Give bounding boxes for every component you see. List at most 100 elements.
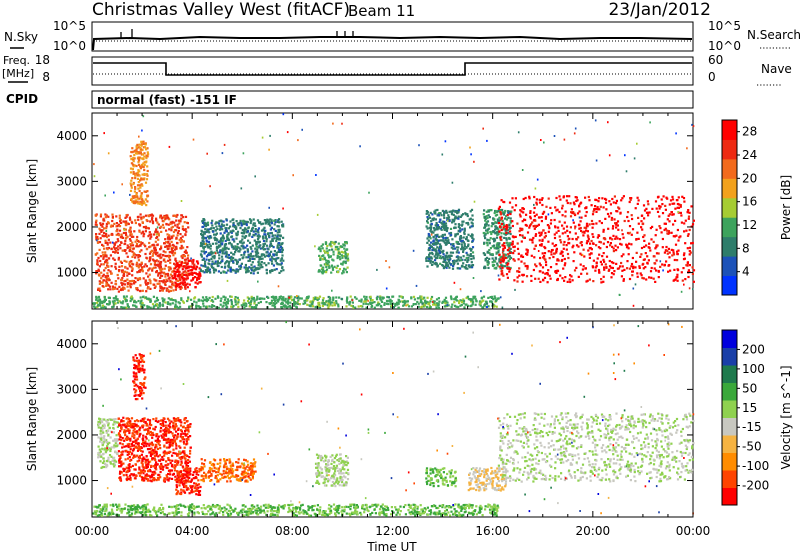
data-cell	[201, 221, 205, 224]
data-cell	[432, 227, 435, 230]
data-cell	[124, 237, 127, 240]
data-cell	[579, 252, 582, 255]
data-cell	[143, 168, 146, 172]
data-cell	[250, 267, 253, 270]
data-cell	[472, 277, 475, 279]
freq-panel-frame	[91, 56, 694, 86]
data-cell	[169, 266, 172, 269]
data-cell	[152, 295, 155, 298]
data-cell	[102, 431, 105, 434]
data-cell	[496, 262, 499, 265]
data-cell	[461, 220, 464, 223]
data-cell	[236, 230, 240, 233]
data-cell	[681, 195, 684, 198]
data-cell	[249, 255, 252, 258]
data-cell	[335, 300, 338, 303]
data-cell	[321, 247, 324, 250]
data-cell	[462, 241, 465, 244]
data-cell	[207, 240, 211, 243]
data-cell	[484, 223, 487, 226]
data-cell	[589, 242, 592, 245]
data-cell	[641, 228, 644, 231]
data-cell	[647, 214, 650, 217]
data-cell	[635, 260, 638, 263]
data-cell	[232, 261, 235, 264]
data-cell	[234, 299, 237, 302]
data-cell	[169, 303, 172, 306]
data-cell	[623, 268, 626, 271]
data-cell	[208, 258, 211, 261]
data-cell	[447, 260, 450, 263]
data-cell	[361, 305, 364, 308]
data-cell	[501, 266, 504, 269]
data-cell	[142, 140, 145, 143]
data-cell	[114, 262, 117, 265]
data-cell	[485, 300, 488, 303]
data-cell	[528, 224, 532, 227]
data-cell	[588, 223, 591, 226]
data-cell	[224, 302, 227, 305]
data-cell	[155, 303, 158, 306]
data-cell	[619, 294, 621, 296]
data-cell	[113, 444, 116, 447]
data-cell	[275, 301, 278, 305]
data-cell	[450, 212, 453, 215]
data-cell	[234, 245, 237, 248]
data-cell	[176, 226, 179, 229]
data-cell	[451, 238, 454, 241]
data-cell	[230, 235, 234, 238]
data-cell	[220, 271, 223, 274]
data-cell	[184, 261, 187, 264]
data-cell	[126, 303, 129, 306]
data-cell	[111, 305, 114, 309]
data-cell	[320, 271, 323, 274]
data-cell	[180, 200, 183, 202]
data-cell	[245, 302, 248, 305]
data-cell	[162, 259, 165, 262]
data-cell	[466, 304, 470, 307]
data-cell	[193, 300, 196, 303]
data-cell	[144, 279, 147, 282]
data-cell	[213, 237, 216, 240]
data-cell	[532, 268, 535, 272]
data-cell	[257, 231, 260, 234]
data-cell	[334, 240, 337, 244]
data-cell	[437, 214, 440, 217]
data-cell	[321, 304, 324, 308]
data-cell	[182, 216, 185, 219]
data-cell	[241, 232, 244, 235]
data-cell	[166, 246, 169, 249]
data-cell	[373, 306, 376, 309]
data-cell	[129, 243, 132, 246]
data-cell	[253, 234, 256, 237]
data-cell	[398, 300, 402, 303]
data-cell	[276, 298, 279, 302]
data-cell	[179, 233, 182, 236]
data-cell	[471, 251, 475, 254]
data-cell	[212, 230, 215, 233]
data-cell	[532, 211, 536, 214]
data-cell	[160, 256, 163, 259]
data-cell	[444, 211, 447, 214]
data-cell	[490, 301, 494, 304]
data-cell	[668, 220, 671, 223]
data-cell	[149, 245, 152, 248]
data-cell	[240, 187, 243, 190]
data-cell	[131, 274, 134, 277]
data-cell	[504, 233, 507, 236]
data-cell	[160, 245, 163, 248]
data-cell	[416, 297, 419, 300]
data-cell	[335, 266, 338, 270]
data-cell	[187, 259, 190, 262]
data-cell	[503, 236, 506, 239]
data-cell	[143, 152, 146, 155]
data-cell	[114, 267, 118, 270]
data-cell	[100, 306, 103, 309]
data-cell	[264, 221, 267, 224]
data-cell	[135, 287, 138, 290]
data-cell	[128, 238, 132, 241]
data-cell	[660, 198, 663, 201]
data-cell	[550, 250, 553, 253]
data-cell	[516, 270, 519, 273]
